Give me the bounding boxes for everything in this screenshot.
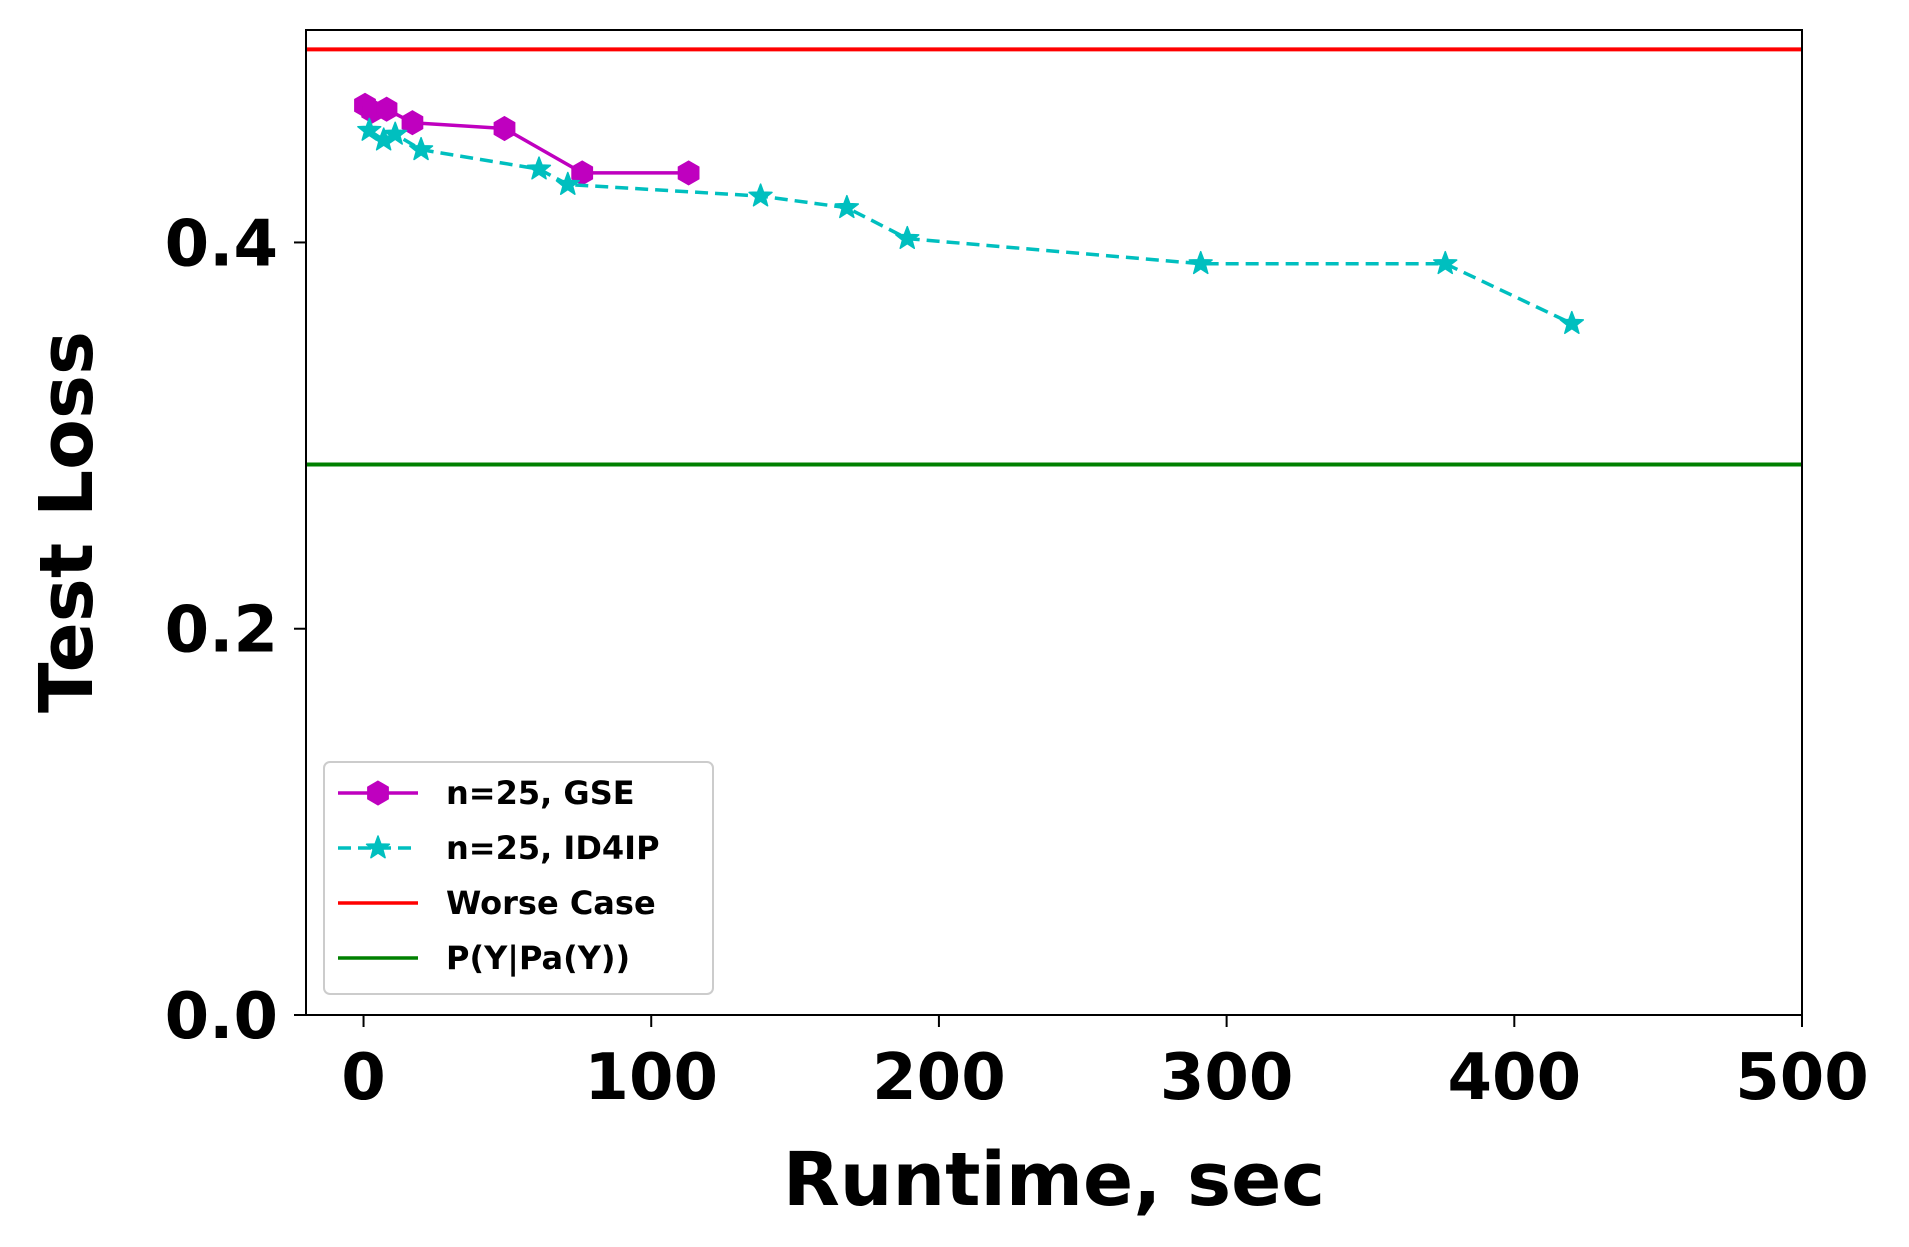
legend: n=25, GSE n=25, ID4IP Worse Case P(Y|Pa(Y)) — [323, 761, 714, 995]
x-tick-label: 0 — [341, 1041, 386, 1115]
series-1-point — [401, 110, 424, 136]
y-tick-label: 0.2 — [165, 594, 278, 668]
legend-label-1: n=25, GSE — [446, 774, 635, 812]
y-axis-label: Test Loss — [24, 331, 110, 713]
x-axis: 0 100 200 300 400 500 — [341, 1015, 1869, 1115]
legend-marker-1 — [367, 780, 389, 806]
legend-marker-2 — [365, 835, 391, 859]
series-2-point — [895, 225, 920, 250]
y-tick-label: 0.0 — [165, 980, 278, 1054]
x-axis-label: Runtime, sec — [783, 1137, 1325, 1223]
series-2-point — [555, 171, 580, 195]
x-tick-label: 500 — [1735, 1041, 1869, 1115]
series-2-point — [408, 136, 434, 161]
x-tick-label: 300 — [1160, 1041, 1294, 1115]
series-2-point — [748, 183, 773, 207]
legend-label-2: n=25, ID4IP — [446, 829, 660, 867]
y-axis: 0.0 0.2 0.4 — [165, 207, 306, 1054]
y-tick-label: 0.4 — [165, 207, 278, 281]
plot-frame — [305, 29, 1803, 1016]
x-tick-label: 400 — [1448, 1041, 1582, 1115]
series-2-point — [1559, 310, 1585, 335]
x-tick-label: 200 — [872, 1041, 1006, 1115]
series-1-point — [677, 160, 700, 186]
series-2-point — [526, 156, 552, 180]
series-1-point — [375, 96, 398, 122]
legend-label-3: Worse Case — [446, 884, 656, 922]
x-tick-label: 100 — [584, 1041, 718, 1115]
plot-lines — [306, 47, 1802, 467]
legend-label-4: P(Y|Pa(Y)) — [446, 939, 630, 978]
series-1-point — [493, 115, 516, 142]
series-layer — [354, 92, 1585, 335]
series-2-point — [357, 117, 382, 141]
series-2-point — [1188, 250, 1213, 275]
series-2-point — [1433, 250, 1458, 275]
legend-box — [323, 761, 714, 995]
series-2-point — [383, 121, 408, 145]
series-2-point — [834, 194, 860, 219]
